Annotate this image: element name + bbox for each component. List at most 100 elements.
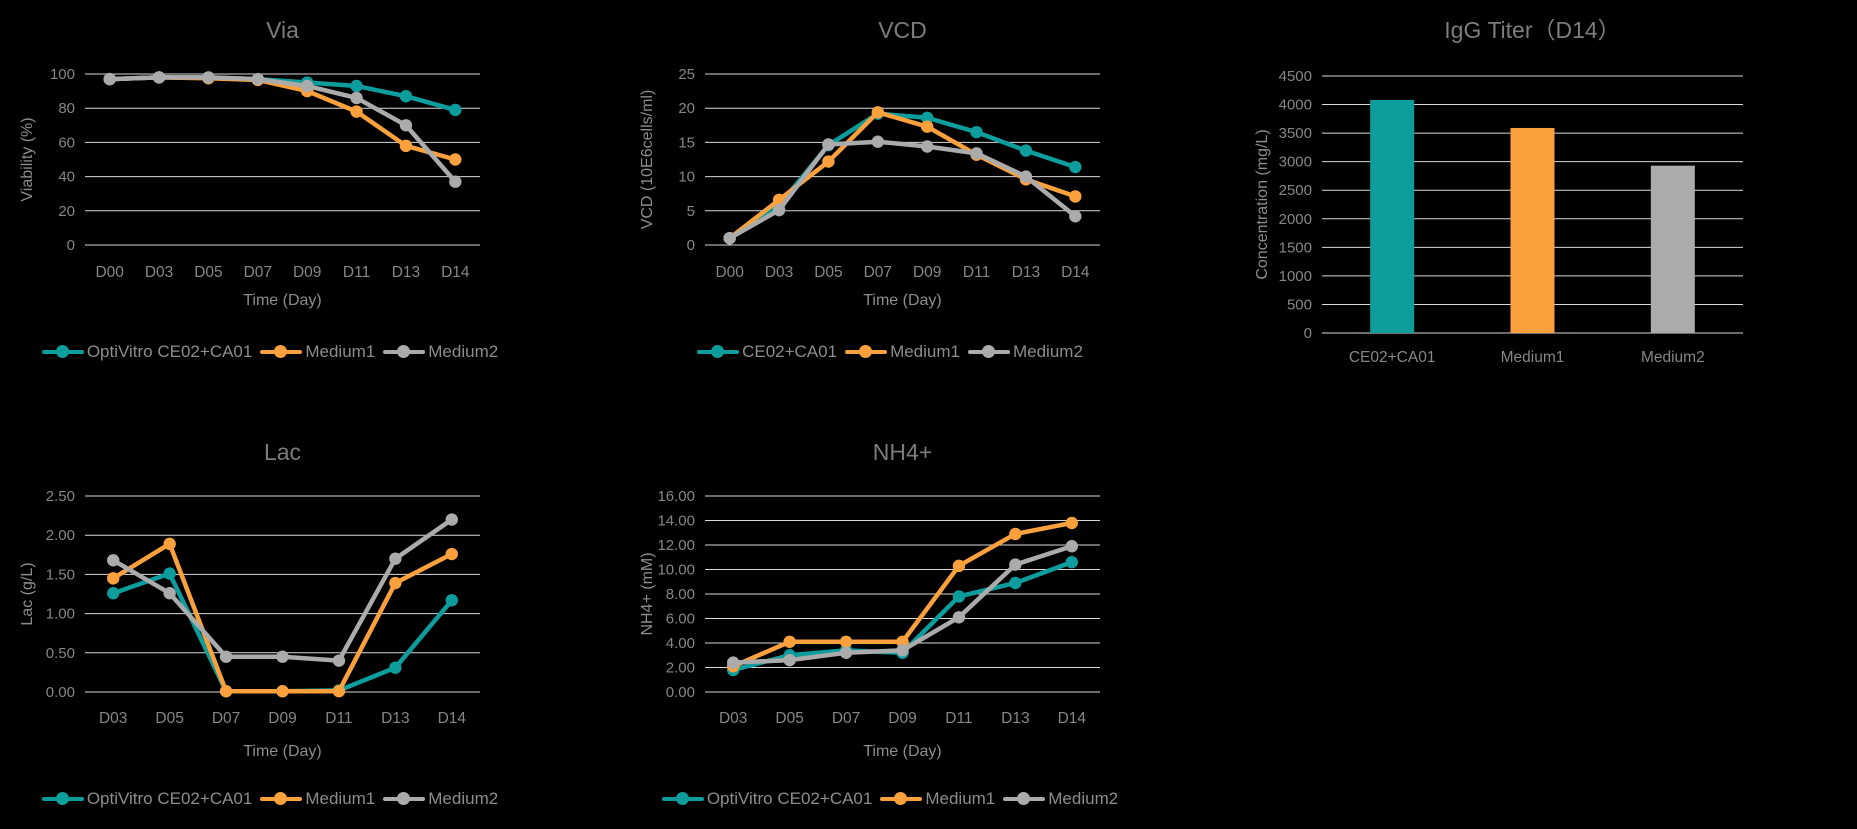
legend-dot-icon (981, 345, 995, 359)
chart-title: NH4+ (873, 439, 932, 465)
data-point-marker (1009, 576, 1022, 590)
data-point-marker (251, 72, 265, 86)
data-point-marker (727, 656, 740, 669)
legend-label: Medium1 (925, 789, 996, 808)
legend-line-marker-icon (41, 792, 84, 806)
legend-item: CE02+CA01 (697, 342, 837, 362)
data-point-marker (920, 120, 934, 133)
y-tick-label: 15 (678, 134, 695, 151)
x-tick-label: D03 (145, 264, 173, 281)
data-point-marker (107, 587, 120, 600)
y-tick-label: 1.00 (46, 606, 75, 623)
y-tick-label: 1000 (1279, 268, 1312, 285)
x-tick-label: D00 (95, 264, 124, 281)
data-point-marker (399, 139, 413, 153)
legend-label: CE02+CA01 (742, 342, 838, 361)
y-tick-label: 16.00 (657, 488, 695, 505)
data-point-marker (389, 661, 402, 674)
x-tick-label: D09 (268, 710, 296, 727)
x-tick-label: D05 (775, 710, 803, 727)
legend-line-marker-icon (260, 345, 303, 359)
legend-line-marker-icon (383, 345, 426, 359)
legend-label: Medium2 (428, 789, 499, 808)
x-axis-title: Time (Day) (863, 292, 942, 309)
data-point-marker (107, 572, 120, 585)
x-tick-label: D13 (392, 264, 420, 281)
x-tick-label: D07 (864, 264, 892, 281)
data-point-marker (839, 646, 853, 659)
x-tick-label: D07 (244, 264, 272, 281)
data-point-marker (783, 635, 796, 648)
data-point-marker (952, 611, 966, 624)
y-tick-label: 1500 (1279, 239, 1312, 256)
data-point-marker (1069, 190, 1082, 203)
y-tick-label: 14.00 (657, 513, 695, 530)
data-point-marker (107, 554, 120, 567)
y-tick-label: 2000 (1279, 211, 1312, 228)
x-tick-label: CE02+CA01 (1349, 349, 1436, 366)
legend-label: Medium1 (305, 342, 376, 361)
y-tick-label: 60 (58, 134, 75, 151)
x-tick-label: D14 (1058, 710, 1087, 727)
y-tick-label: 2.00 (46, 527, 75, 544)
data-point-marker (920, 111, 934, 124)
x-tick-label: D11 (963, 264, 990, 281)
legend-line-marker-icon (880, 792, 923, 806)
data-point-marker (970, 125, 983, 139)
legend-line-marker-icon (661, 792, 704, 806)
legend-dot-icon (711, 345, 725, 359)
bar (1650, 165, 1695, 333)
legend-dot-icon (55, 792, 69, 806)
y-tick-label: 10 (678, 169, 695, 186)
data-point-marker (332, 685, 346, 698)
data-point-marker (399, 119, 413, 132)
data-point-marker (389, 576, 402, 590)
nh4-legend: OptiVitro CE02+CA01 Medium1 Medium2 (661, 786, 1118, 812)
legend-line-marker-icon (260, 792, 303, 806)
y-tick-label: 3000 (1279, 154, 1312, 171)
y-tick-label: 80 (58, 100, 75, 117)
x-tick-label: D11 (945, 710, 972, 727)
y-axis-title: Concentration (mg/L) (1254, 129, 1271, 279)
x-tick-label: D13 (1012, 264, 1040, 281)
data-point-marker (276, 650, 289, 663)
y-tick-label: 0 (687, 237, 695, 254)
legend-line-marker-icon (967, 345, 1010, 359)
x-tick-label: D13 (381, 710, 409, 727)
x-tick-label: D03 (765, 264, 793, 281)
legend-item: OptiVitro CE02+CA01 (41, 789, 253, 809)
data-point-marker (1019, 144, 1033, 157)
legend-item: Medium1 (260, 342, 375, 362)
y-tick-label: 0.00 (46, 684, 75, 701)
data-point-marker (896, 644, 909, 657)
legend-label: OptiVitro CE02+CA01 (86, 789, 253, 808)
legend-item: Medium2 (967, 342, 1083, 362)
data-point-marker (1065, 540, 1078, 553)
legend-item: Medium1 (260, 789, 375, 809)
data-point-marker (202, 71, 215, 84)
data-point-marker (952, 590, 966, 603)
data-point-marker (219, 685, 233, 698)
series-line (107, 75, 458, 184)
legend-line-marker-icon (383, 792, 426, 806)
y-tick-label: 500 (1287, 296, 1312, 313)
y-tick-label: 2500 (1279, 182, 1312, 199)
chart-title: IgG Titer（D14） (1444, 17, 1620, 43)
y-tick-label: 1.50 (46, 566, 75, 583)
data-point-marker (1009, 527, 1022, 541)
data-point-marker (152, 71, 166, 84)
legend-item: Medium2 (383, 789, 498, 809)
data-point-marker (399, 90, 413, 103)
legend-label: OptiVitro CE02+CA01 (706, 789, 873, 808)
y-tick-label: 5 (687, 203, 695, 220)
legend-dot-icon (859, 345, 873, 359)
data-point-marker (952, 559, 966, 573)
y-tick-label: 12.00 (657, 537, 695, 554)
data-point-marker (219, 650, 233, 663)
x-tick-label: D13 (1001, 710, 1029, 727)
data-point-marker (1069, 210, 1082, 223)
y-axis-title: NH4+ (mM) (639, 552, 656, 635)
x-tick-label: D07 (832, 710, 860, 727)
x-tick-label: Medium2 (1641, 349, 1705, 366)
legend-dot-icon (397, 792, 411, 806)
